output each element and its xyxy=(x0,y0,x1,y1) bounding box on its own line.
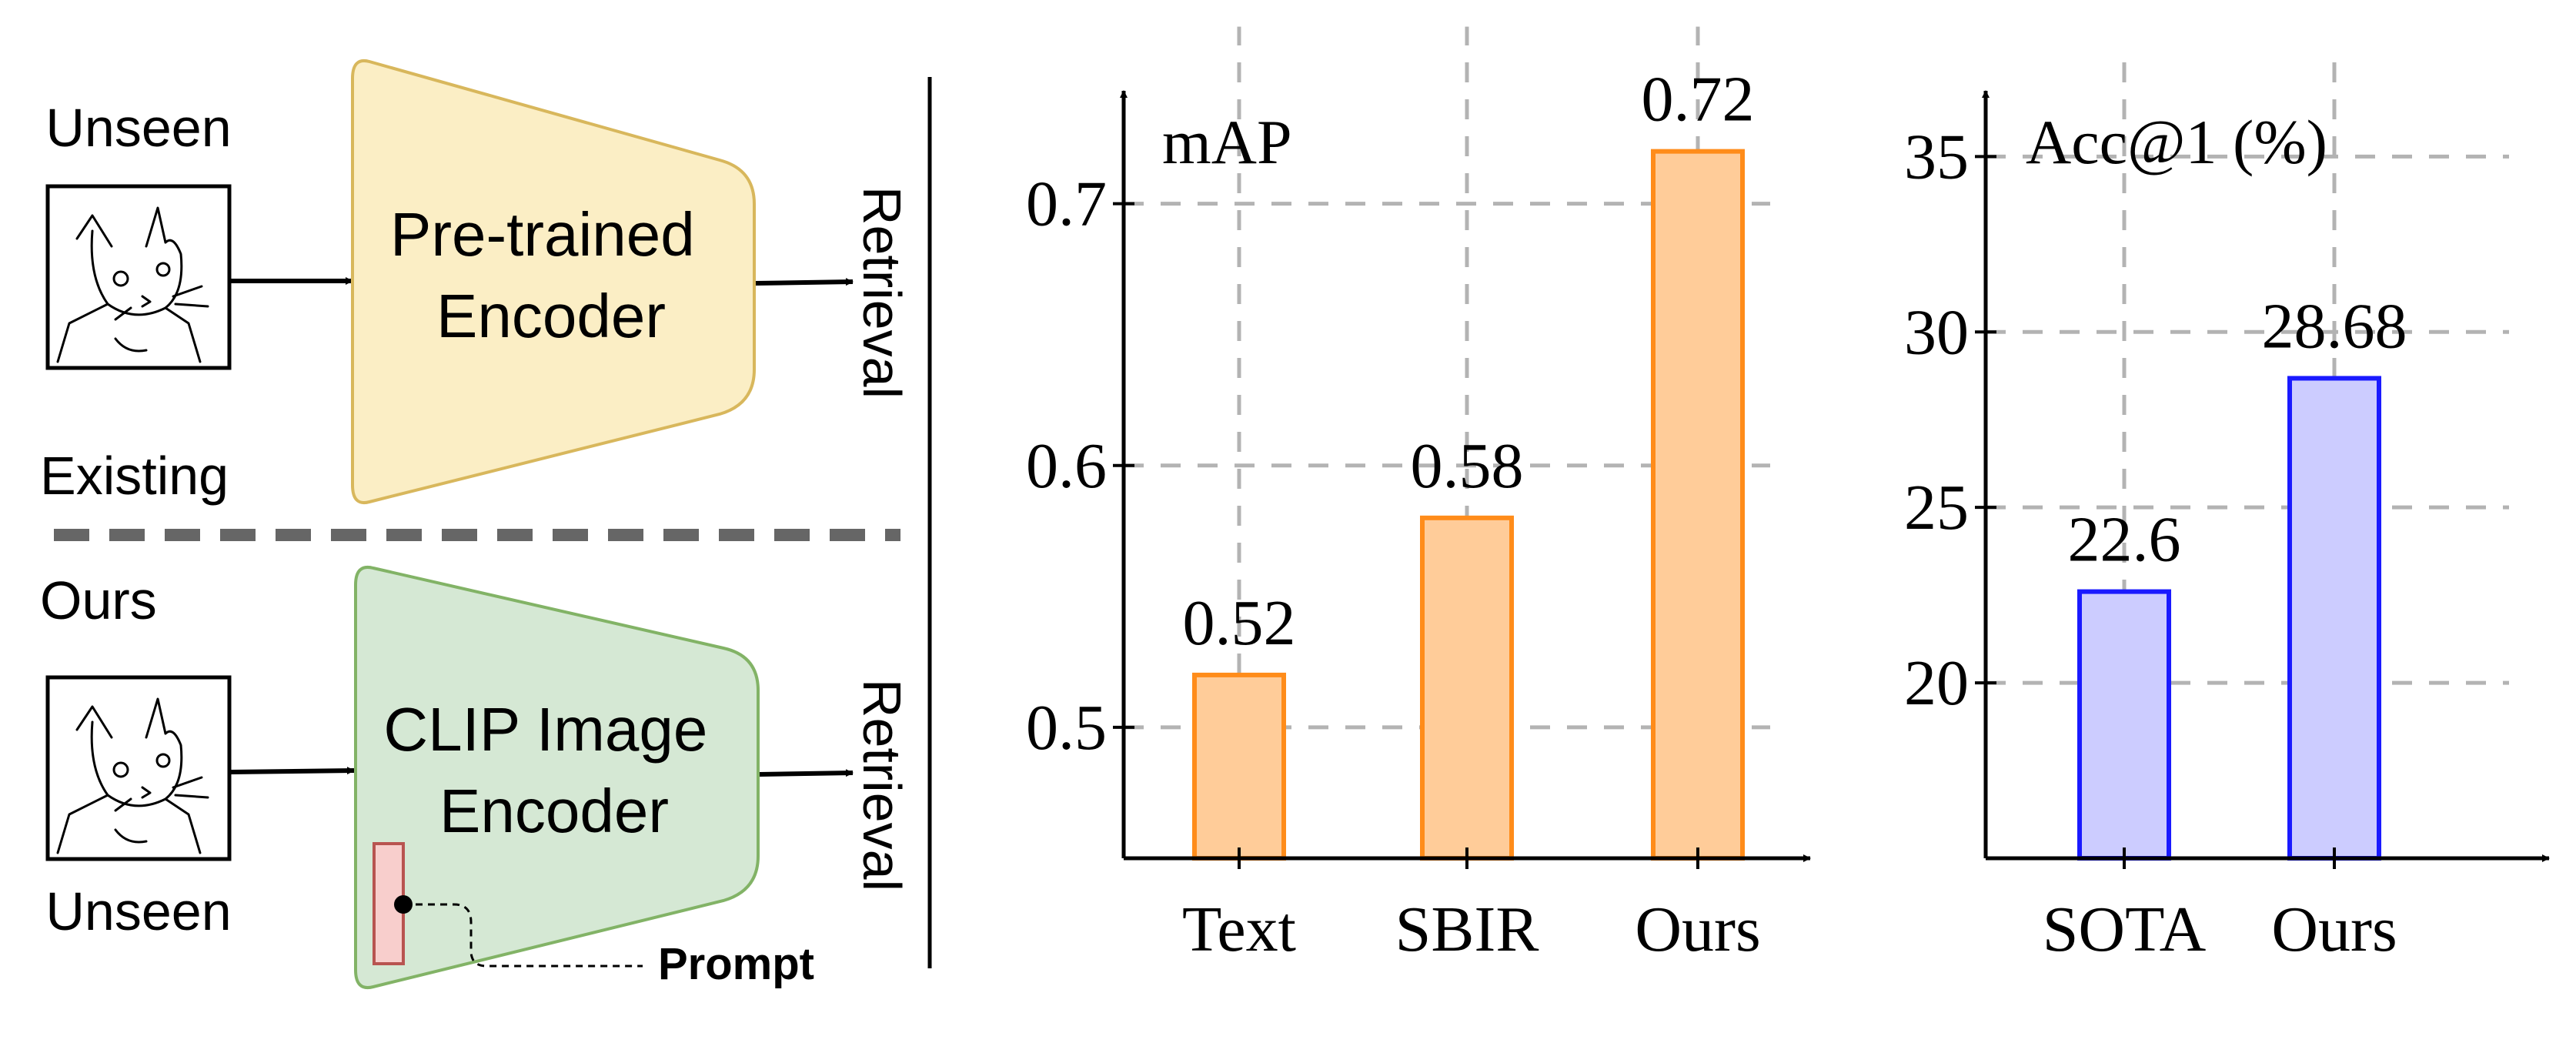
ours-input-arrow xyxy=(230,767,355,775)
ours-encoder-line-2: Encoder xyxy=(439,777,669,845)
map-chart-value-label: 0.72 xyxy=(1642,64,1755,135)
map-chart-bar-sbir xyxy=(1420,515,1514,861)
acc-chart-y-ticks: 20 25 30 35 xyxy=(1904,121,1996,719)
map-chart-category-label: Text xyxy=(1182,894,1296,965)
ours-section-label: Ours xyxy=(40,570,157,630)
ours-encoder-label: CLIP Image Encoder xyxy=(383,695,724,845)
map-chart: 0.5 0.6 0.7 Text SBIR Ours 0.52 0.58 0.72 mAP xyxy=(1026,26,1811,965)
acc-chart-bar-ours xyxy=(2287,376,2381,861)
map-chart-value-label: 0.58 xyxy=(1411,430,1524,502)
acc-chart-category-label: Ours xyxy=(2271,894,2397,965)
acc-chart-ytick-label: 35 xyxy=(1904,121,1969,192)
cat-sketch-icon xyxy=(56,206,209,363)
acc-chart-value-labels: 22.6 28.68 xyxy=(2068,290,2407,575)
map-chart-y-ticks: 0.5 0.6 0.7 xyxy=(1026,169,1134,764)
ours-pipeline: Ours Unseen CLIP Image Encoder xyxy=(40,566,912,989)
existing-encoder-label: Pre-trained Encoder xyxy=(390,200,712,350)
map-chart-ytick-label: 0.6 xyxy=(1026,430,1107,502)
acc-chart-value-label: 22.6 xyxy=(2068,504,2181,576)
acc-chart-ytick-label: 25 xyxy=(1904,472,1969,543)
existing-input-label: Unseen xyxy=(45,98,231,158)
existing-encoder-line-2: Encoder xyxy=(436,282,666,350)
map-chart-axis-label: mAP xyxy=(1162,107,1292,177)
map-chart-bar-text xyxy=(1192,672,1286,861)
map-chart-ytick-label: 0.5 xyxy=(1026,692,1107,764)
ours-encoder-line-1: CLIP Image xyxy=(383,695,707,764)
map-chart-x-ticks: Text SBIR Ours xyxy=(1182,847,1761,965)
acc-chart-value-label: 28.68 xyxy=(2262,290,2407,362)
acc-chart-ytick-label: 20 xyxy=(1904,647,1969,719)
acc-chart: 20 25 30 35 SOTA Ours 22.6 28.68 Acc@1 (%) xyxy=(1904,58,2550,965)
map-chart-value-labels: 0.52 0.58 0.72 xyxy=(1183,64,1755,659)
existing-retrieval-label: Retrieval xyxy=(852,186,912,399)
ours-output-arrow xyxy=(759,769,854,777)
cat-sketch-icon xyxy=(56,697,209,854)
map-chart-category-label: SBIR xyxy=(1395,894,1539,965)
prompt-label: Prompt xyxy=(658,939,814,989)
existing-encoder-box xyxy=(351,59,756,504)
map-chart-bar-ours xyxy=(1651,149,1745,861)
map-chart-ytick-label: 0.7 xyxy=(1026,169,1107,240)
existing-sketch-image xyxy=(45,184,232,370)
existing-encoder-line-1: Pre-trained xyxy=(390,200,695,269)
acc-chart-grid xyxy=(1986,58,2509,858)
prompt-connector xyxy=(403,903,643,968)
existing-output-arrow xyxy=(755,278,854,286)
existing-pipeline: Unseen Pre-trained Encoder xyxy=(40,59,912,506)
acc-chart-axis-label: Acc@1 (%) xyxy=(2026,107,2327,177)
acc-chart-x-ticks: SOTA Ours xyxy=(2043,847,2397,965)
ours-encoder-box xyxy=(354,566,760,989)
map-chart-category-label: Ours xyxy=(1635,894,1760,965)
existing-section-label: Existing xyxy=(40,446,229,506)
map-chart-bars xyxy=(1192,149,1745,861)
map-chart-value-label: 0.52 xyxy=(1183,587,1296,659)
acc-chart-bar-sota xyxy=(2077,589,2171,861)
ours-retrieval-label: Retrieval xyxy=(852,679,912,891)
acc-chart-ytick-label: 30 xyxy=(1904,296,1969,368)
acc-chart-category-label: SOTA xyxy=(2043,894,2207,965)
ours-input-label: Unseen xyxy=(45,881,231,941)
ours-sketch-image xyxy=(45,675,232,861)
